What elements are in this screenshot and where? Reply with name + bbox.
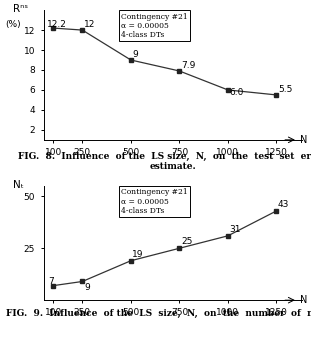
- Text: Nₜ: Nₜ: [12, 180, 23, 190]
- Text: 12: 12: [84, 20, 95, 29]
- Text: (%): (%): [5, 21, 21, 30]
- Text: 43: 43: [278, 200, 289, 209]
- Text: N: N: [300, 135, 307, 145]
- Text: FIG.  9.  Influence  of the  LS  size,  N,  on  the  number  of  nodes.: FIG. 9. Influence of the LS size, N, on …: [6, 309, 311, 318]
- Text: 31: 31: [230, 225, 241, 234]
- Text: 12.2: 12.2: [47, 20, 67, 29]
- Text: 5.5: 5.5: [278, 85, 292, 94]
- Text: 9: 9: [132, 50, 138, 59]
- Text: 9: 9: [84, 283, 90, 292]
- Text: 6.0: 6.0: [230, 88, 244, 97]
- Text: 7: 7: [49, 277, 54, 285]
- Text: 19: 19: [132, 250, 144, 258]
- Text: Contingency #21
α = 0.00005
4-class DTs: Contingency #21 α = 0.00005 4-class DTs: [121, 188, 188, 215]
- Text: FIG.  8.  Influence  of the  LS size,  N,  on  the  test  set  error
estimate.: FIG. 8. Influence of the LS size, N, on …: [18, 152, 311, 172]
- Text: N: N: [300, 295, 307, 305]
- Text: 7.9: 7.9: [181, 61, 195, 70]
- Text: Contingency #21
α = 0.00005
4-class DTs: Contingency #21 α = 0.00005 4-class DTs: [121, 13, 188, 39]
- Text: 25: 25: [181, 237, 192, 246]
- Text: Rⁿˢ: Rⁿˢ: [12, 4, 28, 13]
